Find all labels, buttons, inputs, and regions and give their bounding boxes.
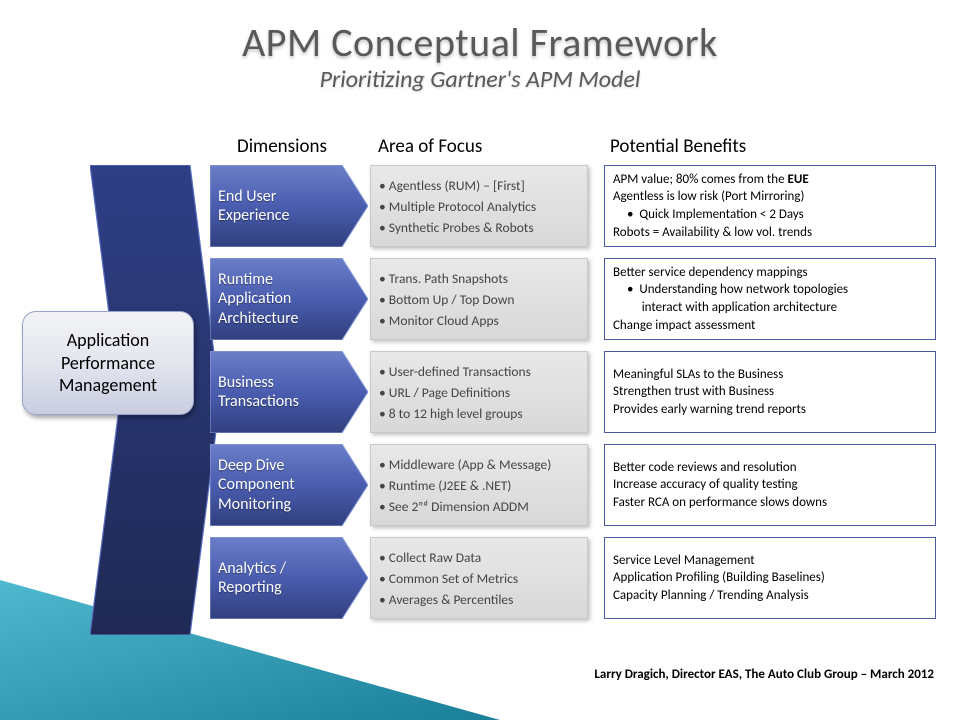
focus-item: 8 to 12 high level groups	[379, 405, 579, 422]
page-subtitle: Prioritizing Gartner's APM Model	[0, 65, 960, 94]
focus-item: Synthetic Probes & Robots	[379, 219, 579, 236]
dimension-chevron: Business Transactions	[210, 351, 368, 433]
focus-item: Averages & Percentiles	[379, 591, 579, 608]
benefit-text: Service Level ManagementApplication Prof…	[613, 552, 927, 605]
row-deep-dive-monitoring: Deep Dive Component Monitoring Middlewar…	[210, 444, 950, 526]
dimension-chevron: Deep Dive Component Monitoring	[210, 444, 368, 526]
dimension-label: End User Experience	[218, 165, 336, 247]
benefit-text: APM value; 80% comes from the EUEAgentle…	[613, 171, 927, 241]
focus-item: Bottom Up / Top Down	[379, 291, 579, 308]
dimension-label: Analytics / Reporting	[218, 537, 336, 619]
benefit-text: Meaningful SLAs to the BusinessStrengthe…	[613, 366, 927, 419]
benefit-text: Better code reviews and resolutionIncrea…	[613, 459, 927, 512]
dimension-chevron: Runtime Application Architecture	[210, 258, 368, 340]
focus-item: Middleware (App & Message)	[379, 456, 579, 473]
potential-benefits-box: APM value; 80% comes from the EUEAgentle…	[604, 165, 936, 247]
row-runtime-architecture: Runtime Application Architecture Trans. …	[210, 258, 950, 340]
footer-credit: Larry Dragich, Director EAS, The Auto Cl…	[594, 667, 934, 682]
potential-benefits-box: Meaningful SLAs to the BusinessStrengthe…	[604, 351, 936, 433]
row-end-user-experience: End User Experience Agentless (RUM) – [F…	[210, 165, 950, 247]
header-potential-benefits: Potential Benefits	[610, 135, 746, 158]
focus-item: URL / Page Definitions	[379, 384, 579, 401]
page-title: APM Conceptual Framework	[0, 18, 960, 67]
area-of-focus-box: Agentless (RUM) – [First] Multiple Proto…	[370, 165, 588, 247]
focus-item: Agentless (RUM) – [First]	[379, 177, 579, 194]
focus-item: Trans. Path Snapshots	[379, 270, 579, 287]
root-node-label: Application Performance Management	[59, 329, 157, 397]
focus-item: User-defined Transactions	[379, 363, 579, 380]
focus-item: Collect Raw Data	[379, 549, 579, 566]
header-dimensions: Dimensions	[237, 135, 327, 158]
area-of-focus-box: Collect Raw Data Common Set of Metrics A…	[370, 537, 588, 619]
title-block: APM Conceptual Framework Prioritizing Ga…	[0, 0, 960, 94]
header-area-of-focus: Area of Focus	[378, 135, 482, 158]
area-of-focus-box: User-defined Transactions URL / Page Def…	[370, 351, 588, 433]
dimension-chevron: Analytics / Reporting	[210, 537, 368, 619]
row-analytics-reporting: Analytics / Reporting Collect Raw Data C…	[210, 537, 950, 619]
row-business-transactions: Business Transactions User-defined Trans…	[210, 351, 950, 433]
focus-item: Multiple Protocol Analytics	[379, 198, 579, 215]
potential-benefits-box: Better code reviews and resolutionIncrea…	[604, 444, 936, 526]
focus-item: Monitor Cloud Apps	[379, 312, 579, 329]
dimension-label: Deep Dive Component Monitoring	[218, 444, 336, 526]
root-node-apm: Application Performance Management	[22, 311, 194, 415]
area-of-focus-box: Middleware (App & Message) Runtime (J2EE…	[370, 444, 588, 526]
area-of-focus-box: Trans. Path Snapshots Bottom Up / Top Do…	[370, 258, 588, 340]
dimension-label: Business Transactions	[218, 351, 336, 433]
benefit-text: Better service dependency mappings• Unde…	[613, 264, 927, 334]
focus-item: See 2ⁿᵈ Dimension ADDM	[379, 498, 579, 515]
potential-benefits-box: Service Level ManagementApplication Prof…	[604, 537, 936, 619]
focus-item: Runtime (J2EE & .NET)	[379, 477, 579, 494]
focus-item: Common Set of Metrics	[379, 570, 579, 587]
potential-benefits-box: Better service dependency mappings• Unde…	[604, 258, 936, 340]
dimension-chevron: End User Experience	[210, 165, 368, 247]
dimension-label: Runtime Application Architecture	[218, 258, 336, 340]
